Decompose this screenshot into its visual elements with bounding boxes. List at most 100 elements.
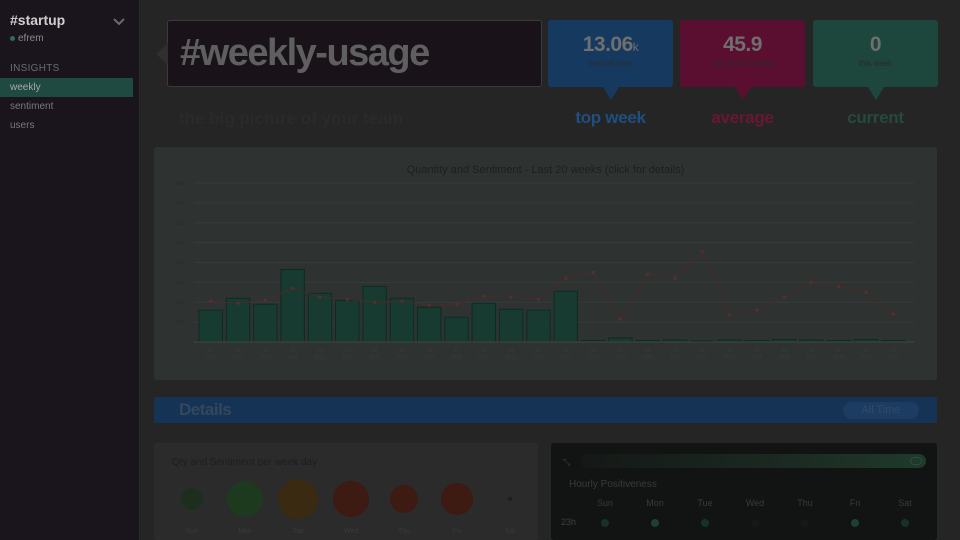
stat-subtitle: best all time — [589, 59, 632, 68]
stat-subtitle: avg 10 last weeks — [710, 59, 775, 68]
weekday-label: Mon — [238, 528, 252, 535]
stat-card-average[interactable]: 45.9 avg 10 last weeks — [680, 20, 805, 100]
x-tick-label: 21 — [454, 348, 460, 354]
chart-bar[interactable] — [335, 299, 360, 343]
hourly-day-label: Sun — [596, 498, 613, 508]
x-tick-label: 29 — [672, 348, 678, 354]
x-tick-label: 17 — [344, 348, 350, 354]
all-time-button[interactable]: All Time — [843, 402, 919, 419]
x-tick-label: 24 — [536, 348, 542, 354]
x-tick-label: 27 — [618, 348, 624, 354]
weekday-label: Sun — [185, 528, 199, 535]
x-tick-label: 2015 — [232, 355, 243, 361]
weekday-bubble[interactable] — [441, 483, 473, 515]
user-name: efrem — [18, 33, 44, 44]
hour-range-slider[interactable] — [581, 454, 926, 468]
weekday-bubble[interactable] — [227, 481, 263, 517]
chart-bar[interactable] — [444, 316, 469, 343]
chart-bar[interactable] — [416, 306, 442, 343]
chevron-down-icon[interactable] — [113, 18, 125, 26]
weekly-chart[interactable]: 1.60k1.40k1.20k1.00k80060040020012201513… — [154, 147, 937, 380]
chart-bar[interactable] — [198, 309, 223, 343]
hourly-dot[interactable] — [651, 519, 659, 527]
chart-bar[interactable] — [362, 285, 387, 343]
x-tick-label: 2015 — [287, 355, 298, 361]
sentiment-point — [727, 313, 732, 317]
sentiment-point — [345, 297, 349, 301]
x-tick-label: 26 — [590, 348, 596, 354]
collapse-icon[interactable]: ⤡ — [563, 457, 571, 467]
hourly-day-label: Thu — [797, 498, 813, 508]
hourly-day-label: Tue — [697, 498, 713, 508]
y-tick-label: 600 — [176, 280, 185, 286]
hourly-panel: ⤡ Hourly Positiveness 23h Sun Mon Tue Wed Th… — [551, 443, 937, 540]
x-tick-label: 2015 — [533, 355, 544, 361]
weekday-bubble[interactable] — [508, 497, 512, 501]
x-tick-label: 30 — [699, 348, 705, 354]
weekly-chart-panel[interactable]: Quantity and Sentiment - Last 20 weeks (… — [154, 147, 937, 380]
insights-section-title: INSIGHTS — [10, 63, 60, 74]
sentiment-point — [236, 301, 240, 305]
weekday-bubble[interactable] — [278, 479, 318, 519]
weekday-bubble[interactable] — [333, 481, 369, 517]
sidebar-item-weekly[interactable]: weekly — [0, 78, 133, 97]
x-tick-label: 31 — [727, 348, 733, 354]
weekday-label: Sat — [504, 528, 516, 535]
sidebar-item-label: weekly — [10, 82, 41, 93]
team-name[interactable]: #startup — [10, 12, 66, 28]
x-tick-label: 19 — [399, 348, 405, 354]
weekday-chart-title: Qty and Sentiment per week day — [172, 457, 318, 468]
hourly-dot[interactable] — [601, 519, 609, 527]
weekday-label: Fri — [452, 528, 462, 535]
stat-card-top-week[interactable]: 13.06k best all time — [548, 20, 673, 100]
hourly-dot[interactable] — [701, 519, 709, 527]
sentiment-point — [263, 298, 267, 302]
sentiment-point — [755, 308, 759, 312]
current-user: efrem — [10, 33, 44, 44]
slider-handle[interactable] — [910, 457, 922, 465]
title-banner: #weekly-usage — [156, 20, 542, 87]
stat-card-current[interactable]: 0 this week — [813, 20, 938, 100]
chart-bar[interactable] — [307, 292, 333, 343]
x-tick-label: 2015 — [669, 355, 680, 361]
x-tick-label: 32 — [754, 348, 760, 354]
sentiment-point — [591, 270, 595, 275]
hourly-dot[interactable] — [851, 519, 859, 527]
x-tick-label: 2015 — [697, 355, 708, 361]
sentiment-point — [891, 312, 896, 316]
chart-bar[interactable] — [498, 308, 524, 343]
tagline: the big picture of your team — [179, 109, 403, 128]
hourly-dot[interactable] — [901, 519, 909, 527]
x-tick-label: 2015 — [888, 355, 899, 361]
x-tick-label: 28 — [645, 348, 651, 354]
chart-bar[interactable] — [280, 268, 305, 343]
sidebar-item-users[interactable]: users — [0, 116, 133, 135]
sentiment-point — [509, 295, 513, 299]
weekday-bubble[interactable] — [390, 485, 418, 513]
chart-bar[interactable] — [526, 309, 551, 343]
x-tick-label: 2015 — [615, 355, 626, 361]
x-tick-label: 36 — [863, 348, 869, 354]
stat-value: 13.06k — [582, 33, 639, 56]
weekday-bubble[interactable] — [181, 488, 203, 510]
x-tick-label: 2015 — [342, 355, 353, 361]
hour-label: 23h — [561, 517, 577, 527]
x-tick-label: 2015 — [779, 355, 790, 361]
y-tick-label: 1.20k — [172, 221, 185, 227]
chart-bar[interactable] — [471, 302, 497, 343]
chart-bar[interactable] — [389, 297, 415, 343]
sentiment-point — [400, 299, 404, 303]
stat-label-current: current — [847, 108, 904, 127]
chart-bar[interactable] — [553, 290, 578, 343]
x-tick-label: 2015 — [205, 355, 216, 361]
sentiment-point — [209, 299, 213, 303]
sentiment-point — [536, 297, 541, 301]
chart-bar[interactable] — [608, 337, 633, 343]
hourly-dot[interactable] — [751, 519, 759, 527]
hourly-dot[interactable] — [801, 519, 809, 527]
sidebar-item-sentiment[interactable]: sentiment — [0, 97, 133, 116]
chart-bar[interactable] — [253, 303, 278, 343]
sentiment-point — [372, 300, 377, 304]
x-tick-label: 23 — [508, 348, 514, 354]
sentiment-point — [427, 303, 431, 307]
